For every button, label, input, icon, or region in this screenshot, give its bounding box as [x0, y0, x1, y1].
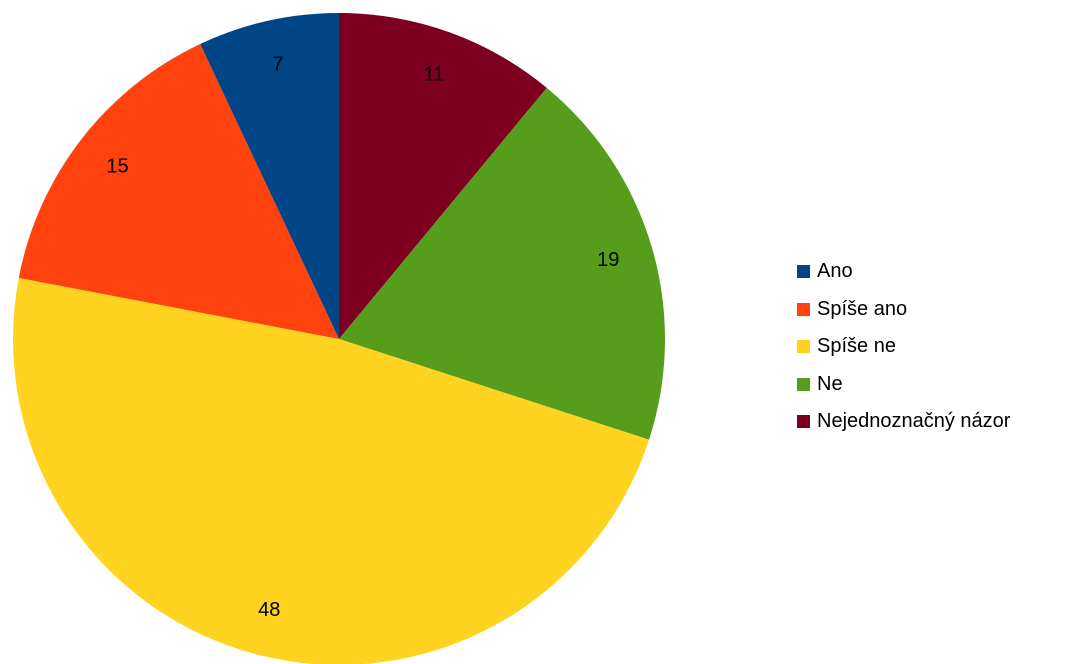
legend-label: Ano [817, 260, 853, 283]
pie-slice-ne [339, 87, 665, 440]
legend-label: Spíše ne [817, 335, 896, 358]
legend-item: Spíše ne [797, 328, 1010, 366]
legend-item: Ano [797, 253, 1010, 291]
data-label: 7 [272, 54, 283, 76]
legend-swatch [797, 340, 810, 354]
legend-item: Ne [797, 366, 1010, 404]
legend-item: Nejednoznačný názor [797, 403, 1010, 441]
legend-swatch [797, 415, 810, 429]
data-label: 48 [258, 599, 280, 621]
legend-swatch [797, 265, 810, 279]
legend-swatch [797, 302, 810, 316]
pie-slice-ano [200, 12, 339, 339]
pie-slice-spíše-ne [13, 277, 650, 664]
data-label: 15 [106, 155, 128, 177]
legend-item: Spíše ano [797, 291, 1010, 329]
legend-swatch [797, 377, 810, 391]
pie-slice-nejednoznačný-názor [339, 13, 547, 339]
legend: Ano Spíše ano Spíše ne Ne Nejednoznačný názo… [797, 253, 1010, 441]
data-label: 19 [597, 249, 619, 271]
data-label: 11 [424, 63, 445, 85]
legend-label: Nejednoznačný názor [817, 410, 1011, 433]
legend-label: Spíše ano [817, 297, 908, 320]
legend-label: Ne [817, 372, 843, 395]
pie-slice-spíše-ano [18, 44, 340, 340]
